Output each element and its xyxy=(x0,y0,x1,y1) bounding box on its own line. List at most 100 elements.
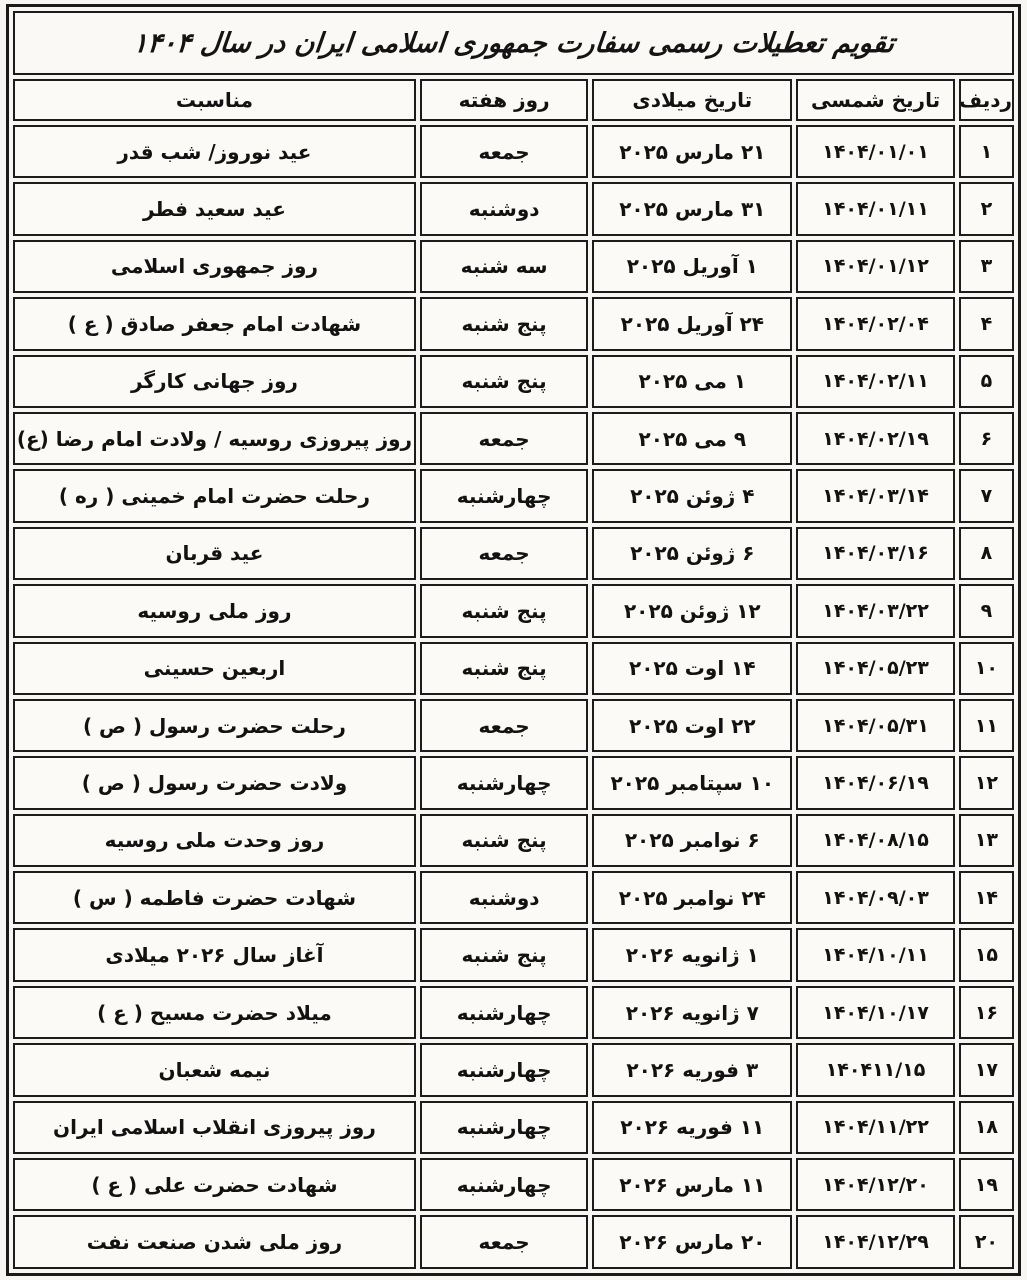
cell-occasion: روز ملی روسیه xyxy=(13,584,416,638)
cell-weekday: سه شنبه xyxy=(419,239,589,294)
table-row: ۱۷ ۱۴۰۴۱۱/۱۵ ۳ فوریه ۲۰۲۶ چهارشنبه نیمه … xyxy=(13,1043,1014,1097)
cell-shamsi-date: ۱۴۰۴/۰۳/۱۴ xyxy=(796,469,955,523)
cell-gregorian-date: ۲۰ مارس ۲۰۲۶ xyxy=(592,1215,793,1269)
cell-gregorian-date: ۱ آوریل ۲۰۲۵ xyxy=(592,239,793,294)
cell-row-number: ۶ xyxy=(958,411,1014,466)
table-row: ۱۴ ۱۴۰۴/۰۹/۰۳ ۲۴ نوامبر ۲۰۲۵ دوشنبه شهاد… xyxy=(13,871,1014,925)
header-occasion: مناسبت xyxy=(13,79,416,121)
cell-occasion: روز پیروزی روسیه / ولادت امام رضا (ع) xyxy=(13,411,416,466)
table-row: ۵ ۱۴۰۴/۰۲/۱۱ ۱ می ۲۰۲۵ پنج شنبه روز جهان… xyxy=(13,354,1014,408)
cell-occasion: آغاز سال ۲۰۲۶ میلادی xyxy=(13,928,416,982)
cell-occasion: شهادت حضرت علی ( ع ) xyxy=(13,1158,416,1212)
cell-shamsi-date: ۱۴۰۴/۰۳/۲۲ xyxy=(796,584,955,638)
cell-row-number: ۱۱ xyxy=(958,698,1014,753)
table-row: ۶ ۱۴۰۴/۰۲/۱۹ ۹ می ۲۰۲۵ جمعه روز پیروزی ر… xyxy=(13,411,1014,466)
cell-gregorian-date: ۳۱ مارس ۲۰۲۵ xyxy=(592,182,793,236)
header-shamsi-date: تاریخ شمسی xyxy=(796,79,955,121)
cell-shamsi-date: ۱۴۰۴/۰۶/۱۹ xyxy=(796,756,955,810)
cell-occasion: روز وحدت ملی روسیه xyxy=(13,813,416,868)
cell-weekday: دوشنبه xyxy=(419,182,589,236)
table-row: ۹ ۱۴۰۴/۰۳/۲۲ ۱۲ ژوئن ۲۰۲۵ پنج شنبه روز م… xyxy=(13,584,1014,638)
header-gregorian-date: تاریخ میلادی xyxy=(592,79,793,121)
cell-gregorian-date: ۱۱ مارس ۲۰۲۶ xyxy=(592,1158,793,1212)
table-row: ۱۶ ۱۴۰۴/۱۰/۱۷ ۷ ژانویه ۲۰۲۶ چهارشنبه میل… xyxy=(13,985,1014,1040)
cell-row-number: ۱۴ xyxy=(958,871,1014,925)
cell-weekday: جمعه xyxy=(419,1215,589,1269)
cell-occasion: روز جهانی کارگر xyxy=(13,354,416,408)
table-row: ۱۳ ۱۴۰۴/۰۸/۱۵ ۶ نوامبر ۲۰۲۵ پنج شنبه روز… xyxy=(13,813,1014,868)
cell-occasion: عید قربان xyxy=(13,526,416,581)
cell-shamsi-date: ۱۴۰۴/۱۰/۱۱ xyxy=(796,928,955,982)
cell-row-number: ۸ xyxy=(958,526,1014,581)
cell-shamsi-date: ۱۴۰۴/۱۱/۲۲ xyxy=(796,1100,955,1155)
cell-shamsi-date: ۱۴۰۴/۰۲/۱۱ xyxy=(796,354,955,408)
table-row: ۷ ۱۴۰۴/۰۳/۱۴ ۴ ژوئن ۲۰۲۵ چهارشنبه رحلت ح… xyxy=(13,469,1014,523)
cell-shamsi-date: ۱۴۰۴/۰۵/۳۱ xyxy=(796,698,955,753)
cell-gregorian-date: ۲۱ مارس ۲۰۲۵ xyxy=(592,125,793,179)
cell-shamsi-date: ۱۴۰۴/۱۲/۲۰ xyxy=(796,1158,955,1212)
cell-occasion: نیمه شعبان xyxy=(13,1043,416,1097)
cell-shamsi-date: ۱۴۰۴/۰۹/۰۳ xyxy=(796,871,955,925)
table-row: ۱۰ ۱۴۰۴/۰۵/۲۳ ۱۴ اوت ۲۰۲۵ پنج شنبه اربعی… xyxy=(13,641,1014,695)
cell-row-number: ۱۲ xyxy=(958,756,1014,810)
holiday-rows: ۱ ۱۴۰۴/۰۱/۰۱ ۲۱ مارس ۲۰۲۵ جمعه عید نوروز… xyxy=(13,125,1014,1269)
cell-gregorian-date: ۴ ژوئن ۲۰۲۵ xyxy=(592,469,793,523)
cell-gregorian-date: ۲۴ آوریل ۲۰۲۵ xyxy=(592,297,793,351)
cell-gregorian-date: ۲۲ اوت ۲۰۲۵ xyxy=(592,698,793,753)
cell-weekday: پنج شنبه xyxy=(419,354,589,408)
cell-shamsi-date: ۱۴۰۴/۰۳/۱۶ xyxy=(796,526,955,581)
holiday-table: ردیف تاریخ شمسی تاریخ میلادی روز هفته من… xyxy=(9,75,1018,1273)
table-row: ۱۸ ۱۴۰۴/۱۱/۲۲ ۱۱ فوریه ۲۰۲۶ چهارشنبه روز… xyxy=(13,1100,1014,1155)
cell-occasion: ولادت حضرت رسول ( ص ) xyxy=(13,756,416,810)
cell-weekday: چهارشنبه xyxy=(419,756,589,810)
cell-gregorian-date: ۳ فوریه ۲۰۲۶ xyxy=(592,1043,793,1097)
cell-weekday: پنج شنبه xyxy=(419,297,589,351)
cell-row-number: ۲۰ xyxy=(958,1215,1014,1269)
cell-weekday: دوشنبه xyxy=(419,871,589,925)
cell-shamsi-date: ۱۴۰۴/۰۱/۱۱ xyxy=(796,182,955,236)
cell-gregorian-date: ۶ نوامبر ۲۰۲۵ xyxy=(592,813,793,868)
cell-row-number: ۱۸ xyxy=(958,1100,1014,1155)
cell-row-number: ۱۵ xyxy=(958,928,1014,982)
cell-occasion: روز پیروزی انقلاب اسلامی ایران xyxy=(13,1100,416,1155)
cell-shamsi-date: ۱۴۰۴/۰۲/۰۴ xyxy=(796,297,955,351)
cell-gregorian-date: ۶ ژوئن ۲۰۲۵ xyxy=(592,526,793,581)
cell-weekday: پنج شنبه xyxy=(419,928,589,982)
table-row: ۱۱ ۱۴۰۴/۰۵/۳۱ ۲۲ اوت ۲۰۲۵ جمعه رحلت حضرت… xyxy=(13,698,1014,753)
document-frame: تقویم تعطیلات رسمی سفارت جمهوری اسلامی ا… xyxy=(6,4,1021,1276)
cell-weekday: جمعه xyxy=(419,125,589,179)
cell-weekday: جمعه xyxy=(419,698,589,753)
cell-weekday: جمعه xyxy=(419,411,589,466)
header-weekday: روز هفته xyxy=(419,79,589,121)
table-row: ۱ ۱۴۰۴/۰۱/۰۱ ۲۱ مارس ۲۰۲۵ جمعه عید نوروز… xyxy=(13,125,1014,179)
cell-row-number: ۱۰ xyxy=(958,641,1014,695)
table-row: ۴ ۱۴۰۴/۰۲/۰۴ ۲۴ آوریل ۲۰۲۵ پنج شنبه شهاد… xyxy=(13,297,1014,351)
cell-occasion: روز ملی شدن صنعت نفت xyxy=(13,1215,416,1269)
cell-row-number: ۱ xyxy=(958,125,1014,179)
cell-occasion: روز جمهوری اسلامی xyxy=(13,239,416,294)
cell-occasion: میلاد حضرت مسیح ( ع ) xyxy=(13,985,416,1040)
cell-weekday: چهارشنبه xyxy=(419,985,589,1040)
cell-weekday: چهارشنبه xyxy=(419,1043,589,1097)
cell-row-number: ۱۹ xyxy=(958,1158,1014,1212)
cell-shamsi-date: ۱۴۰۴/۰۵/۲۳ xyxy=(796,641,955,695)
cell-gregorian-date: ۱۱ فوریه ۲۰۲۶ xyxy=(592,1100,793,1155)
cell-occasion: عید نوروز/ شب قدر xyxy=(13,125,416,179)
header-row: ردیف تاریخ شمسی تاریخ میلادی روز هفته من… xyxy=(13,79,1014,121)
cell-row-number: ۴ xyxy=(958,297,1014,351)
table-row: ۲ ۱۴۰۴/۰۱/۱۱ ۳۱ مارس ۲۰۲۵ دوشنبه عید سعی… xyxy=(13,182,1014,236)
cell-occasion: رحلت حضرت امام خمینی ( ره ) xyxy=(13,469,416,523)
cell-weekday: جمعه xyxy=(419,526,589,581)
cell-shamsi-date: ۱۴۰۴/۰۱/۱۲ xyxy=(796,239,955,294)
cell-shamsi-date: ۱۴۰۴/۱۰/۱۷ xyxy=(796,985,955,1040)
cell-shamsi-date: ۱۴۰۴/۰۱/۰۱ xyxy=(796,125,955,179)
cell-occasion: رحلت حضرت رسول ( ص ) xyxy=(13,698,416,753)
cell-shamsi-date: ۱۴۰۴/۰۲/۱۹ xyxy=(796,411,955,466)
cell-gregorian-date: ۱ می ۲۰۲۵ xyxy=(592,354,793,408)
table-row: ۱۵ ۱۴۰۴/۱۰/۱۱ ۱ ژانویه ۲۰۲۶ پنج شنبه آغا… xyxy=(13,928,1014,982)
cell-row-number: ۲ xyxy=(958,182,1014,236)
cell-shamsi-date: ۱۴۰۴۱۱/۱۵ xyxy=(796,1043,955,1097)
document-title: تقویم تعطیلات رسمی سفارت جمهوری اسلامی ا… xyxy=(131,27,896,59)
cell-weekday: چهارشنبه xyxy=(419,469,589,523)
